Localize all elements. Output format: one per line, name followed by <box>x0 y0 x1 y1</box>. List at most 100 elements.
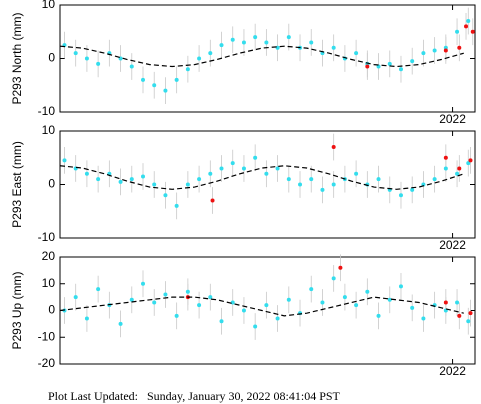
data-point <box>466 161 471 166</box>
y-tick-label: -10 <box>38 230 56 244</box>
data-point <box>331 276 336 281</box>
data-point <box>421 51 426 56</box>
data-point <box>96 61 101 66</box>
y-axis-label: P293 East (mm) <box>10 141 24 228</box>
y-tick-label: 10 <box>42 123 56 137</box>
data-point <box>443 48 448 53</box>
data-point <box>96 287 101 292</box>
data-point <box>457 313 462 318</box>
data-point <box>455 300 460 305</box>
y-tick-label: 0 <box>48 303 55 317</box>
data-point <box>152 300 157 305</box>
data-point <box>275 316 280 321</box>
data-point <box>398 67 403 72</box>
data-point <box>264 171 269 176</box>
data-point <box>468 311 473 316</box>
data-point <box>455 171 460 176</box>
x-tick-label: 2022 <box>439 112 466 126</box>
data-point <box>309 177 314 182</box>
data-point <box>421 182 426 187</box>
data-point <box>241 308 246 313</box>
data-point <box>264 40 269 45</box>
data-point <box>129 177 134 182</box>
data-point <box>376 313 381 318</box>
model-curve <box>59 296 464 317</box>
plot-frame <box>59 130 476 239</box>
model-curve <box>59 165 464 190</box>
chart: -10 0 10 2022 P293 North (mm) -10 0 10 2022 P293 … <box>10 0 476 378</box>
data-point <box>376 64 381 69</box>
data-point <box>219 319 224 324</box>
data-point <box>466 19 471 24</box>
data-point <box>197 56 202 61</box>
data-point <box>410 59 415 64</box>
data-point <box>432 177 437 182</box>
data-point <box>398 193 403 198</box>
data-point <box>365 289 370 294</box>
data-point <box>73 51 78 56</box>
data-point <box>331 145 336 150</box>
data-point <box>410 187 415 192</box>
data-point <box>230 37 235 42</box>
data-point <box>241 166 246 171</box>
y-tick-label: 10 <box>42 0 56 11</box>
data-point <box>342 295 347 300</box>
data-point <box>129 64 134 69</box>
data-point <box>464 24 469 29</box>
data-point <box>118 179 123 184</box>
data-point <box>62 158 67 163</box>
data-point <box>210 198 215 203</box>
data-point <box>141 174 145 179</box>
data-point <box>376 177 381 182</box>
data-point <box>286 35 291 40</box>
plot-area <box>59 7 475 104</box>
data-point <box>253 155 258 160</box>
data-point <box>320 300 325 305</box>
data-point <box>398 284 403 289</box>
data-point <box>241 40 246 45</box>
data-point <box>286 177 291 182</box>
data-point <box>118 321 123 326</box>
data-point <box>185 289 190 294</box>
data-point <box>141 281 145 286</box>
x-tick-label: 2022 <box>439 238 466 252</box>
y-tick-label: 20 <box>42 249 56 263</box>
data-point <box>354 171 359 176</box>
data-point <box>421 316 426 321</box>
data-point <box>457 166 462 171</box>
plot-frame <box>59 256 476 365</box>
data-point <box>309 287 314 292</box>
data-point <box>298 182 303 187</box>
data-point <box>455 29 460 34</box>
x-tick-label: 2022 <box>439 364 466 378</box>
data-point <box>84 171 89 176</box>
y-tick-label: -10 <box>38 329 56 343</box>
data-point <box>219 43 224 48</box>
data-point <box>365 64 370 69</box>
plot-area <box>59 133 473 220</box>
footer: Plot Last Updated: Sunday, January 30, 2… <box>48 389 340 403</box>
model-curve <box>59 45 464 68</box>
data-point <box>443 166 448 171</box>
data-point <box>275 166 280 171</box>
data-point <box>174 203 179 208</box>
data-point <box>457 45 462 50</box>
data-point <box>230 161 235 166</box>
y-tick-label: -20 <box>38 356 56 370</box>
data-point <box>208 171 213 176</box>
data-point <box>387 61 392 66</box>
data-point <box>443 300 448 305</box>
data-point <box>208 295 213 300</box>
data-point <box>264 303 269 308</box>
y-tick-label: -10 <box>38 104 56 118</box>
data-point <box>410 305 415 310</box>
data-point <box>470 29 475 34</box>
data-point <box>387 297 392 302</box>
data-point <box>185 182 190 187</box>
data-point <box>163 292 168 297</box>
data-point <box>338 265 343 270</box>
data-point <box>174 77 179 82</box>
data-point <box>468 158 473 163</box>
data-point <box>174 313 179 318</box>
